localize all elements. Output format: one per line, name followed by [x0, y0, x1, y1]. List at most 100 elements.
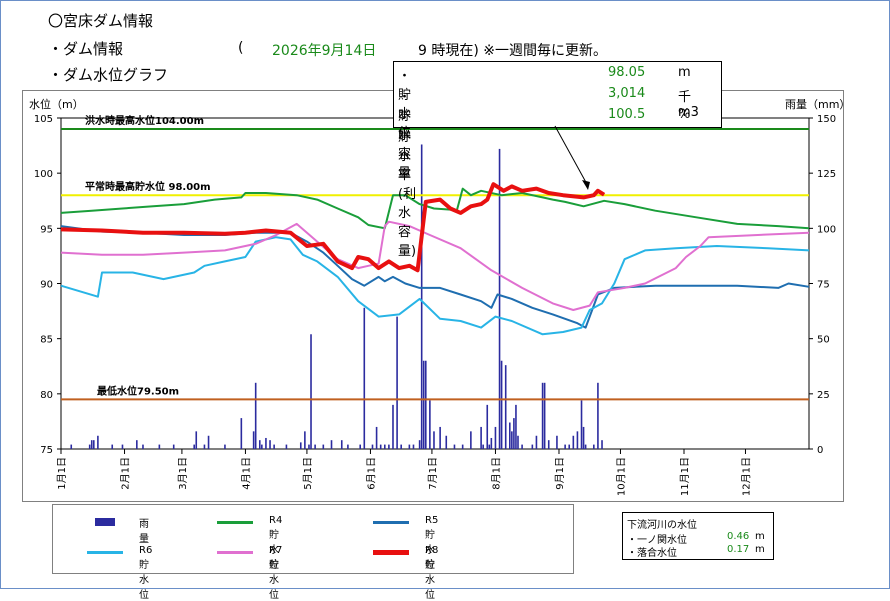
rain-bar [308, 444, 310, 449]
rain-bar [285, 444, 288, 449]
update-date: 2026年9月14日 [272, 43, 377, 59]
rain-bar [111, 444, 114, 449]
rain-bar [92, 440, 95, 449]
rain-bar [572, 435, 575, 449]
rain-bar [490, 437, 493, 449]
info-value: 98.05 [608, 65, 646, 80]
rain-bar [392, 404, 394, 449]
rain-bar [531, 444, 534, 449]
info-value: 100.5 [608, 107, 646, 122]
x-tick-label: 1月1日 [56, 457, 68, 490]
y-tick-label: 100 [34, 169, 53, 180]
rain-bar [420, 144, 423, 450]
rain-bar [582, 426, 585, 449]
rain-bar [513, 418, 515, 449]
y-tick-label: 95 [40, 224, 53, 235]
water-level-graph-heading: ・ダム水位グラフ [48, 66, 169, 84]
river-unit: m [755, 544, 765, 555]
river-label: ・一ノ関水位 [627, 535, 687, 546]
river-title: 下流河川の水位 [627, 520, 697, 531]
rain-bar [136, 440, 138, 449]
rain-bar [224, 444, 226, 449]
series-line [60, 187, 810, 230]
y-axis-label: 水位（m） [29, 97, 84, 111]
rain-bar [412, 444, 415, 449]
rain-bar [359, 444, 361, 449]
y-tick-label: 90 [40, 280, 53, 291]
rain-bar [429, 400, 431, 449]
y2-tick-label: 0 [817, 445, 823, 456]
legend-label: R4貯水位 [269, 515, 283, 571]
rain-bar [258, 440, 261, 449]
reference-line-label: 最低水位79.50m [97, 384, 179, 397]
rain-bar [142, 444, 144, 449]
rain-bar [330, 440, 333, 449]
rain-bar [418, 440, 421, 449]
rain-bar [273, 444, 275, 449]
rain-bar [515, 404, 517, 449]
y2-tick-label: 25 [817, 390, 830, 401]
info-unit: 千m3 [678, 90, 699, 120]
x-tick-label: 2月1日 [120, 457, 132, 490]
rain-bar [90, 440, 93, 449]
downstream-river-box: 下流河川の水位 ・一ノ関水位 0.46 m ・落合水位 0.17 m [622, 512, 774, 560]
x-tick-label: 11月1日 [679, 457, 691, 496]
x-tick-label: 5月1日 [302, 457, 314, 490]
rain-bar [584, 444, 587, 449]
rain-bar [375, 426, 378, 449]
rain-bar [433, 431, 435, 449]
x-tick-label: 12月1日 [740, 457, 752, 496]
rain-bar [322, 444, 325, 449]
rain-bar [396, 316, 398, 449]
rain-bar [193, 444, 196, 449]
info-label: ・貯水位 [398, 69, 412, 141]
rain-bar [261, 444, 263, 449]
legend-label: R7貯水位 [269, 545, 283, 601]
rain-bar [509, 422, 511, 449]
rain-bar [121, 444, 124, 449]
rain-bar [500, 360, 503, 449]
rain-bar [517, 435, 519, 449]
rain-bar [541, 382, 544, 449]
legend-swatch [95, 518, 115, 526]
current-status-box: ・貯水位 98.05 m ・貯水容量 3,014 千m3 ・貯水率(利水容量) … [393, 61, 722, 259]
river-value: 0.46 [727, 531, 750, 542]
y2-tick-label: 100 [817, 224, 836, 235]
river-value: 0.17 [727, 544, 750, 555]
rain-bar [488, 444, 491, 449]
y-tick-label: 105 [34, 114, 53, 125]
rain-bar [511, 431, 513, 449]
rain-bar [195, 431, 198, 449]
series-line [60, 220, 810, 311]
legend-label: R6貯水位 [139, 545, 153, 601]
x-tick-label: 9月1日 [554, 457, 566, 490]
rain-bar [439, 426, 441, 449]
rain-bar [597, 382, 599, 449]
rain-bar [310, 334, 312, 449]
rain-bar [445, 435, 448, 449]
rain-bar [269, 440, 271, 449]
rain-bar [314, 444, 316, 449]
rain-bar [265, 437, 267, 449]
reference-line-label: 洪水時最高水位104.00m [85, 114, 204, 127]
rain-bar [480, 426, 482, 449]
x-tick-label: 7月1日 [427, 457, 439, 490]
rain-bar [576, 431, 579, 449]
rain-bar [543, 382, 546, 449]
legend-label: R5貯水位 [425, 515, 439, 571]
rain-bar [400, 444, 402, 449]
x-tick-label: 4月1日 [240, 457, 252, 490]
rain-bar [535, 435, 538, 449]
series-line [60, 182, 606, 273]
dam-info-heading: ・ダム情報 [48, 40, 124, 58]
y2-axis-label: 雨量（mm） [785, 98, 843, 111]
info-unit: % [678, 107, 691, 122]
rain-bar [547, 440, 550, 449]
rain-bar [240, 418, 243, 449]
rain-bar [383, 444, 386, 449]
rain-bar [461, 444, 464, 449]
rain-bar [207, 435, 210, 449]
rain-bar [340, 440, 343, 449]
rain-bar [379, 444, 382, 449]
y2-tick-label: 125 [817, 169, 836, 180]
